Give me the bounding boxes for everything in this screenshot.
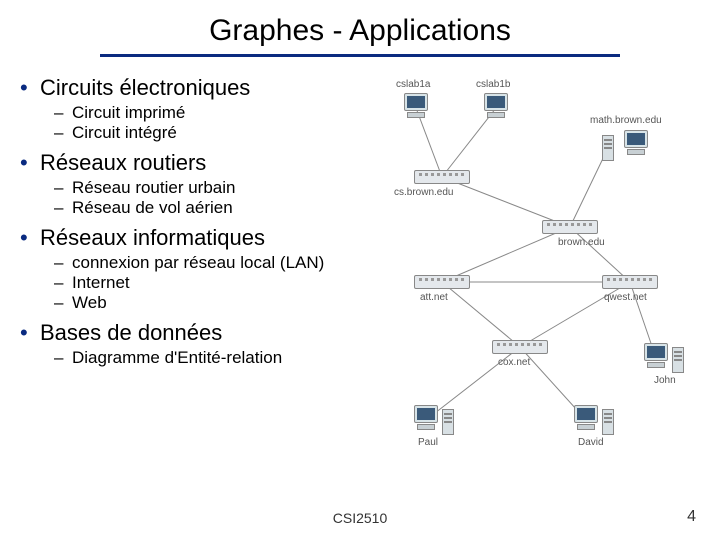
bullet-list: Circuits électroniquesCircuit impriméCir…	[12, 75, 372, 368]
bullet-level2: Web	[12, 293, 372, 313]
bullet-level2: Diagramme d'Entité-relation	[12, 348, 372, 368]
node-label: cslab1a	[396, 79, 430, 90]
computer-icon	[622, 130, 650, 160]
bullet-level2: Internet	[12, 273, 372, 293]
page-number: 4	[687, 508, 696, 526]
content-area: Circuits électroniquesCircuit impriméCir…	[0, 75, 720, 455]
node-label: David	[578, 437, 604, 448]
router-icon	[602, 275, 658, 289]
bullet-level2: Circuit imprimé	[12, 103, 372, 123]
bullet-sublist: Circuit impriméCircuit intégré	[12, 103, 372, 144]
slide-footer: CSI2510 4	[0, 510, 720, 526]
node-label: brown.edu	[558, 237, 605, 248]
diagram-area: cslab1a cslab1b math.brown.edu cs.brown.edu…	[372, 75, 708, 455]
bullet-list-area: Circuits électroniquesCircuit impriméCir…	[12, 75, 372, 455]
diagram-edge	[570, 227, 630, 282]
bullet-level1: Réseaux informatiques	[12, 225, 372, 251]
router-icon	[542, 220, 598, 234]
network-diagram: cslab1a cslab1b math.brown.edu cs.brown.edu…	[372, 75, 702, 455]
course-code: CSI2510	[0, 510, 720, 526]
computer-icon	[412, 405, 440, 435]
computer-icon	[482, 93, 510, 123]
bullet-level2: Circuit intégré	[12, 123, 372, 143]
computer-icon	[572, 405, 600, 435]
router-icon	[414, 275, 470, 289]
node-label: cslab1b	[476, 79, 510, 90]
node-label: Paul	[418, 437, 438, 448]
computer-icon	[642, 343, 670, 373]
diagram-edges	[372, 75, 702, 455]
bullet-sublist: connexion par réseau local (LAN)Internet…	[12, 253, 372, 314]
bullet-sublist: Réseau routier urbainRéseau de vol aérie…	[12, 178, 372, 219]
bullet-level2: connexion par réseau local (LAN)	[12, 253, 372, 273]
diagram-edge	[442, 227, 570, 282]
tower-icon	[602, 135, 614, 161]
title-underline	[100, 54, 620, 57]
bullet-level2: Réseau routier urbain	[12, 178, 372, 198]
page-title: Graphes - Applications	[0, 0, 720, 54]
tower-icon	[442, 409, 454, 435]
node-label: qwest.net	[604, 292, 647, 303]
router-icon	[414, 170, 470, 184]
node-label: John	[654, 375, 676, 386]
node-label: att.net	[420, 292, 448, 303]
bullet-level1: Bases de données	[12, 320, 372, 346]
bullet-level1: Circuits électroniques	[12, 75, 372, 101]
node-label: cox.net	[498, 357, 530, 368]
diagram-edge	[442, 282, 520, 347]
computer-icon	[402, 93, 430, 123]
tower-icon	[602, 409, 614, 435]
bullet-level1: Réseaux routiers	[12, 150, 372, 176]
node-label: cs.brown.edu	[394, 187, 453, 198]
tower-icon	[672, 347, 684, 373]
bullet-sublist: Diagramme d'Entité-relation	[12, 348, 372, 368]
node-label: math.brown.edu	[590, 115, 662, 126]
bullet-level2: Réseau de vol aérien	[12, 198, 372, 218]
router-icon	[492, 340, 548, 354]
